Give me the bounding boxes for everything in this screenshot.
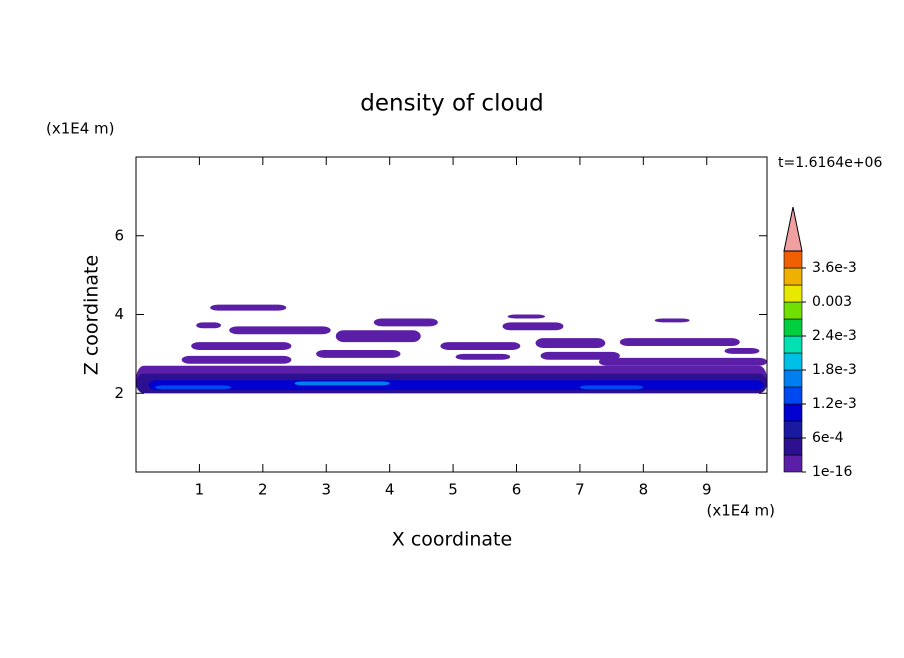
- y-tick-label: 6: [114, 226, 124, 244]
- contour-region: [155, 385, 232, 390]
- x-unit: (x1E4 m): [706, 502, 775, 520]
- contour-region: [535, 338, 606, 348]
- colorbar-box: [783, 250, 803, 269]
- colorbar-box: [783, 386, 803, 405]
- contour-region: [724, 347, 760, 354]
- y-unit: (x1E4 m): [46, 120, 115, 138]
- colorbar-tick-label: 2.4e-3: [812, 328, 857, 344]
- contour-region: [196, 322, 221, 329]
- colorbar-tick-label: 6e-4: [812, 430, 844, 446]
- colorbar-box: [783, 437, 803, 456]
- x-tick-label: 6: [512, 481, 522, 499]
- colorbar-box: [783, 352, 803, 371]
- contour-region: [191, 342, 292, 350]
- contour-region: [455, 353, 511, 360]
- plot-frame: [135, 156, 768, 473]
- x-tick-label: 2: [258, 481, 268, 499]
- y-tick-label: 2: [114, 384, 124, 402]
- contour-region: [181, 355, 292, 364]
- y-axis-label: Z coordinate: [81, 255, 103, 375]
- contour-region: [210, 304, 287, 311]
- contour-region: [507, 314, 546, 319]
- colorbar-box: [783, 454, 803, 473]
- colorbar-tick-label: 1.2e-3: [812, 396, 857, 412]
- x-tick-label: 9: [702, 481, 712, 499]
- colorbar-box: [783, 301, 803, 320]
- colorbar-tick-label: 1.8e-3: [812, 362, 857, 378]
- colorbar-tick-label: 1e-16: [812, 464, 852, 480]
- colorbar-box: [783, 369, 803, 388]
- x-axis-label: X coordinate: [392, 529, 512, 551]
- contour-region: [440, 342, 521, 350]
- time-label: t=1.6164e+06: [778, 155, 882, 171]
- contour-region: [294, 381, 390, 386]
- colorbar-box: [783, 284, 803, 303]
- contour-region: [540, 351, 620, 360]
- contour-region: [579, 385, 644, 390]
- colorbar-box: [783, 318, 803, 337]
- contour-region: [502, 322, 564, 331]
- chart-title: density of cloud: [360, 91, 543, 117]
- contour-region: [598, 357, 767, 366]
- contour-region: [373, 318, 438, 327]
- contour-region: [654, 318, 690, 323]
- colorbar-tick-label: 0.003: [812, 294, 852, 310]
- contour-region: [619, 338, 740, 346]
- contour-region: [229, 326, 331, 335]
- x-tick-label: 4: [385, 481, 395, 499]
- colorbar-box: [783, 403, 803, 422]
- x-tick-label: 8: [639, 481, 649, 499]
- y-tick-label: 4: [114, 305, 124, 323]
- colorbar-box: [783, 420, 803, 439]
- x-tick-label: 3: [321, 481, 331, 499]
- x-tick-label: 5: [448, 481, 458, 499]
- colorbar-box: [783, 267, 803, 286]
- colorbar-box: [783, 335, 803, 354]
- colorbar-tick-label: 3.6e-3: [812, 260, 857, 276]
- colorbar-over: [783, 206, 803, 252]
- contour-region: [316, 349, 401, 358]
- x-tick-label: 7: [575, 481, 585, 499]
- x-tick-label: 1: [195, 481, 205, 499]
- contour-region: [335, 330, 421, 343]
- contour-region: [148, 380, 764, 391]
